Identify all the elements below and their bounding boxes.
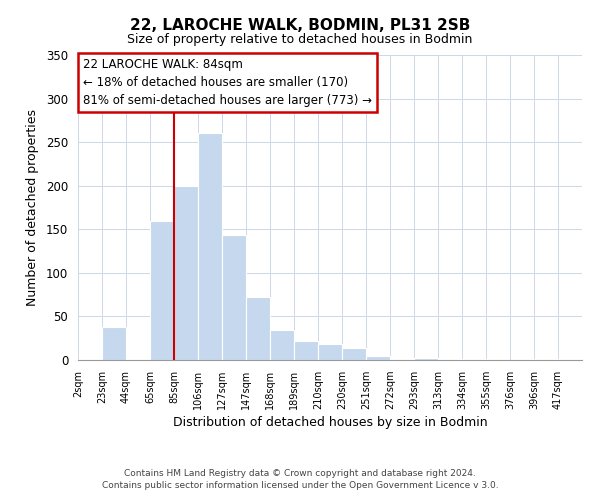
Bar xyxy=(246,298,270,360)
Bar xyxy=(342,348,366,360)
X-axis label: Distribution of detached houses by size in Bodmin: Distribution of detached houses by size … xyxy=(173,416,487,429)
Bar xyxy=(534,359,558,360)
Bar xyxy=(366,356,390,360)
Bar xyxy=(414,358,438,360)
Text: Size of property relative to detached houses in Bodmin: Size of property relative to detached ho… xyxy=(127,32,473,46)
Bar xyxy=(294,341,318,360)
Bar xyxy=(198,134,222,360)
Text: 22 LAROCHE WALK: 84sqm
← 18% of detached houses are smaller (170)
81% of semi-de: 22 LAROCHE WALK: 84sqm ← 18% of detached… xyxy=(83,58,372,107)
Bar xyxy=(102,327,126,360)
Bar xyxy=(270,330,294,360)
Text: Contains HM Land Registry data © Crown copyright and database right 2024.
Contai: Contains HM Land Registry data © Crown c… xyxy=(101,469,499,490)
Y-axis label: Number of detached properties: Number of detached properties xyxy=(26,109,39,306)
Bar xyxy=(222,236,246,360)
Bar xyxy=(318,344,342,360)
Bar xyxy=(462,359,486,360)
Text: 22, LAROCHE WALK, BODMIN, PL31 2SB: 22, LAROCHE WALK, BODMIN, PL31 2SB xyxy=(130,18,470,32)
Bar xyxy=(150,220,174,360)
Bar xyxy=(174,186,198,360)
